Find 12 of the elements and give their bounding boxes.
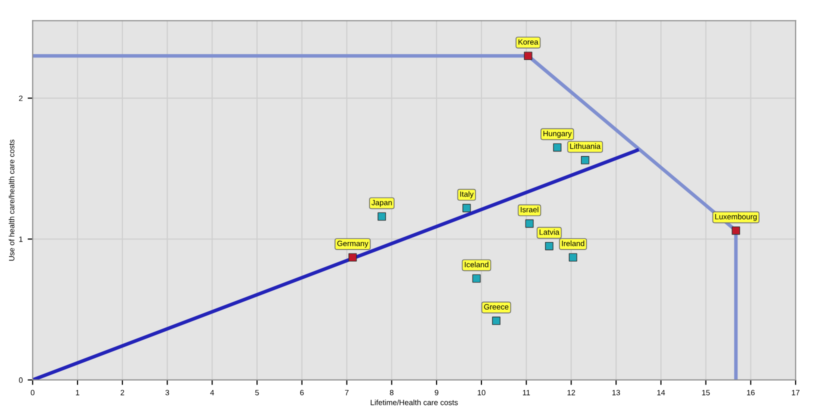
point: [545, 242, 554, 250]
point: [378, 212, 386, 221]
point: [525, 219, 534, 228]
point: [348, 253, 357, 262]
point: [568, 253, 578, 262]
point: [462, 204, 471, 212]
point: [732, 226, 740, 235]
point: [580, 156, 590, 164]
point: [524, 52, 532, 60]
point: [472, 274, 481, 283]
point: [553, 143, 562, 152]
point: [492, 316, 500, 325]
